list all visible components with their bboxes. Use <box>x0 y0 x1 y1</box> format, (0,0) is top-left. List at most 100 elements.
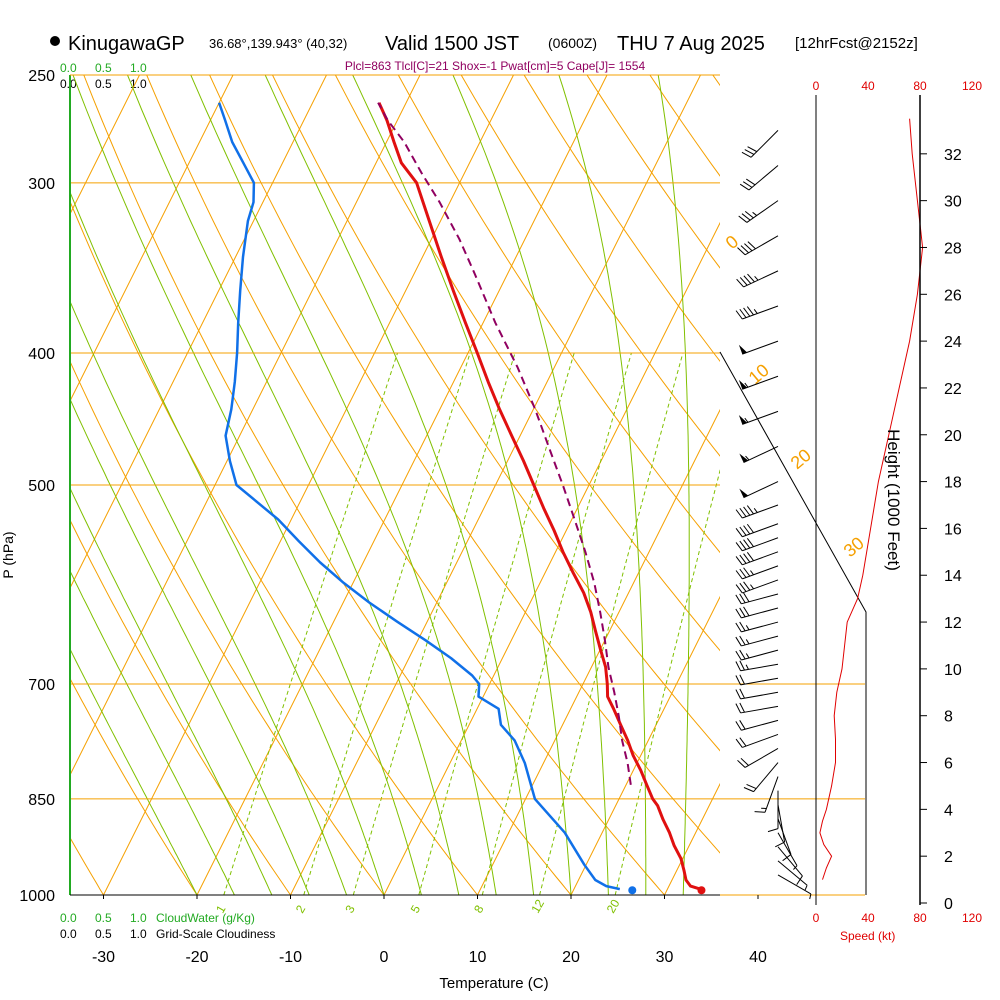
wind-barb-half <box>745 625 750 631</box>
mixing-ratio-label: 12 <box>528 897 547 916</box>
height-tick-label: 20 <box>944 428 962 445</box>
wind-barb-full <box>746 783 757 790</box>
moist-adiabat-line <box>558 75 647 895</box>
dry-adiabat-line <box>397 75 720 554</box>
wind-barb-shaft <box>742 305 779 320</box>
speed-tick-top-label: 80 <box>913 79 927 93</box>
temperature-line <box>377 102 701 891</box>
height-axis-title: Height (1000 Feet) <box>884 429 903 571</box>
wind-barb-half <box>744 417 749 423</box>
wind-barb <box>735 660 779 672</box>
moist-adiabat-line <box>72 75 422 895</box>
pressure-tick-label: 400 <box>28 346 55 363</box>
wind-barb-shaft <box>742 523 779 538</box>
wind-barb-shaft <box>744 235 779 256</box>
wind-barb-half <box>744 382 749 388</box>
wind-barb <box>735 635 779 647</box>
wind-barb-full <box>735 509 743 519</box>
mixing-ratio-label: 2 <box>293 902 309 915</box>
height-tick-label: 8 <box>944 709 953 726</box>
wind-speed-line <box>819 118 924 880</box>
wind-barb <box>743 762 779 793</box>
wind-barb-half <box>750 570 754 576</box>
temperature-tick-label: 40 <box>749 949 767 966</box>
wind-barb-half <box>793 865 798 870</box>
moist-adiabat-line <box>190 75 497 895</box>
wind-barb-full <box>743 567 751 577</box>
wind-barb-shaft <box>740 691 779 700</box>
wind-barb <box>735 504 779 519</box>
wind-barb-shaft <box>753 762 779 792</box>
cloudiness-top-tick-0: 0.0 <box>60 77 77 91</box>
site-name: KinugawaGP <box>68 33 185 55</box>
mixing-ratio-label: 20 <box>604 897 623 916</box>
wind-barb <box>735 688 779 700</box>
mixing-ratio-line <box>481 352 632 895</box>
speed-tick-top-label: 0 <box>813 79 820 93</box>
height-tick-label: 16 <box>944 521 962 538</box>
wind-barb-shaft <box>743 270 779 288</box>
wind-barb <box>735 579 779 594</box>
height-tick-label: 18 <box>944 475 962 492</box>
wind-barb <box>777 874 812 900</box>
wind-barb-full <box>739 720 746 730</box>
wind-barb <box>738 375 779 390</box>
wind-barb <box>775 804 786 848</box>
wind-barb-half <box>752 211 758 216</box>
cloudiness-top-tick-1: 0.5 <box>95 77 112 91</box>
wind-barb-flag <box>738 379 747 390</box>
wind-barb-full <box>735 570 743 580</box>
cloud-water-top-tick-0: 0.0 <box>60 61 77 75</box>
wind-barb-shaft <box>741 593 779 605</box>
dry-adiabat-line <box>83 75 572 895</box>
moist-adiabat-line <box>657 75 690 895</box>
moist-adiabat-line <box>127 75 460 895</box>
height-tick-label: 10 <box>944 662 962 679</box>
speed-tick-top-label: 40 <box>861 79 875 93</box>
height-tick-label: 32 <box>944 147 962 164</box>
wind-barb <box>735 733 779 748</box>
wind-barb-shaft <box>742 340 779 355</box>
wind-barb <box>738 410 779 425</box>
forecast-tag: [12hrFcst@2152z] <box>795 35 918 52</box>
wind-barb-shaft <box>742 565 779 580</box>
wind-barb-full <box>746 552 754 562</box>
wind-barb <box>735 621 779 633</box>
wind-barb <box>735 606 779 619</box>
mixing-ratio-line <box>223 352 398 895</box>
cloudiness-tick-2: 1.0 <box>130 927 147 941</box>
plot-edge-line <box>719 351 867 895</box>
wind-barb-shaft <box>742 375 779 390</box>
wind-barb-full <box>746 178 756 186</box>
height-tick-label: 26 <box>944 287 962 304</box>
wind-barb-half <box>753 508 758 513</box>
dry-adiabat-line <box>523 75 720 363</box>
wind-barb-full <box>735 310 743 320</box>
pressure-tick-label: 700 <box>28 677 55 694</box>
wind-barb <box>735 523 779 538</box>
valid-time: Valid 1500 JST <box>385 33 519 55</box>
wind-barb-shaft <box>741 719 779 731</box>
wind-barb-shaft <box>777 860 808 886</box>
mixing-ratio-line <box>614 468 720 895</box>
wind-barb <box>739 165 779 191</box>
x-axis-title: Temperature (C) <box>439 975 548 992</box>
wind-barb-full <box>740 757 749 766</box>
wind-barb-full <box>735 661 742 672</box>
wind-barb-full <box>739 507 747 517</box>
wind-barb-full <box>735 542 743 552</box>
wind-barb-full <box>747 146 758 153</box>
wind-barb-full <box>739 607 746 618</box>
wind-barb-full <box>739 635 746 646</box>
mixing-ratio-line <box>418 352 575 895</box>
wind-barb-full <box>744 243 753 252</box>
wind-barb-full <box>735 721 742 731</box>
wind-barb-flag <box>739 488 749 498</box>
temperature-tick-label: 30 <box>656 949 674 966</box>
wind-barb <box>739 446 779 463</box>
wind-barb-full <box>743 787 754 793</box>
temperature-tick-label: 0 <box>380 949 389 966</box>
wind-barb-full <box>775 841 785 848</box>
cloud-water-tick-2: 1.0 <box>130 911 147 925</box>
wind-barb <box>735 702 779 714</box>
